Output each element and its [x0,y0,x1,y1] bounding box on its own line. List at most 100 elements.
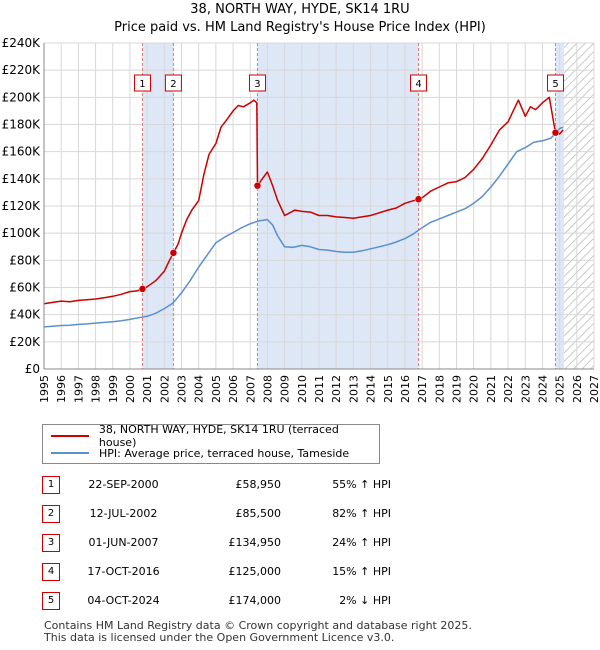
x-tick-label: 1997 [72,375,85,403]
x-tick-label: 1995 [38,375,51,403]
price-chart: 1 2 3 4 5 £0 £20K £40K £60K £80K £100K £120K £140K £1… [2,36,600,403]
transaction-badge-cell: 1 [42,470,66,499]
transaction-hpi: 24% ↑ HPI [332,536,391,549]
x-tick-label: 2023 [519,375,532,403]
transaction-marker [169,249,178,257]
transaction-label: 4 [415,79,421,90]
x-tick-label: 2001 [141,375,154,403]
y-tick-label: £180K [2,118,42,132]
x-tick-label: 2002 [158,375,171,403]
transaction-label-box [410,74,428,92]
transaction-label: 5 [552,79,558,90]
transaction-price: £58,950 [235,478,282,491]
transaction-price: £134,950 [228,536,282,549]
transaction-date: 12-JUL-2002 [89,507,158,520]
footer-copyright: Contains HM Land Registry data © Crown c… [44,619,472,632]
legend-item-hpi: HPI: Average price, terraced house, Tame… [51,445,349,461]
x-tick-label: 2004 [193,375,206,403]
x-tick-label: 2019 [451,375,464,403]
y-tick-label: £220K [2,63,42,77]
x-tick-label: 2003 [176,375,189,403]
transaction-label-box [248,74,266,92]
x-tick-label: 1998 [90,375,103,403]
transaction-badge: 4 [42,562,60,581]
y-tick-label: £80K [9,253,41,267]
hpi-line [43,126,564,328]
y-tick-label: £120K [2,199,42,213]
x-tick-label: 2005 [210,375,223,403]
transaction-date: 22-SEP-2000 [88,478,159,491]
transaction-price: £125,000 [228,565,282,578]
transaction-badge: 1 [42,475,60,494]
transaction-hpi: 55% ↑ HPI [332,478,391,491]
x-tick-label: 2017 [416,375,429,403]
chart-legend: 38, NORTH WAY, HYDE, SK14 1RU (terraced … [42,423,380,464]
transaction-label: 2 [170,79,176,90]
chart-title: 38, NORTH WAY, HYDE, SK14 1RU [190,2,410,17]
transaction-badge: 3 [42,533,60,552]
table-row: 3 01-JUN-2007 £134,950 24% ↑ HPI [42,528,391,557]
transaction-badge: 5 [42,591,60,610]
y-tick-label: £140K [2,172,42,186]
x-tick-label: 2020 [468,375,481,403]
transaction-marker [551,128,560,137]
y-tick-label: £100K [2,226,42,240]
property-price-line [43,96,564,305]
x-tick-label: 2021 [485,375,498,403]
x-tick-label: 2007 [244,375,257,403]
x-tick-label: 2010 [296,375,309,403]
x-tick-label: 2011 [313,375,326,403]
y-tick-label: £40K [9,308,41,322]
transaction-label: 3 [254,79,260,90]
transaction-hpi: 15% ↑ HPI [332,565,391,578]
legend-label-hpi: HPI: Average price, terraced house, Tame… [99,446,350,460]
y-tick-label: £20K [9,335,41,349]
footer: Contains HM Land Registry data © Crown c… [44,620,472,644]
transaction-marker [414,195,423,203]
x-tick-label: 2024 [536,375,549,403]
y-tick-label: £200K [2,90,42,104]
x-tick-label: 2022 [502,375,515,403]
transaction-price: £85,500 [235,507,282,520]
table-row: 4 17-OCT-2016 £125,000 15% ↑ HPI [42,557,391,586]
transaction-date: 04-OCT-2024 [87,594,160,607]
legend-item-property: 38, NORTH WAY, HYDE, SK14 1RU (terraced … [51,423,379,449]
x-tick-label: 2012 [330,375,343,403]
x-tick-label: 1999 [107,375,120,403]
transaction-label-box [164,74,182,92]
transaction-hpi: 2% ↓ HPI [339,594,391,607]
y-tick-label: £240K [2,36,42,50]
x-tick-label: 2013 [347,375,360,403]
transaction-price: £174,000 [228,594,282,607]
transaction-label-box [547,74,564,92]
x-tick-label: 2025 [554,375,567,403]
x-tick-label: 2015 [382,375,395,403]
table-row: 2 12-JUL-2002 £85,500 82% ↑ HPI [42,499,391,528]
legend-label-property: 38, NORTH WAY, HYDE, SK14 1RU (terraced … [98,423,339,449]
x-tick-label: 2014 [365,375,378,403]
legend-swatch-property [51,435,89,437]
x-tick-label: 2000 [124,375,137,403]
y-tick-label: £160K [2,145,42,159]
transactions-table: 1 22-SEP-2000 £58,950 55% ↑ HPI 2 12-JUL-2002… [42,470,391,615]
transaction-label: 1 [139,79,145,90]
x-tick-label: 2009 [279,375,292,403]
transaction-badge-cell: 4 [42,557,66,586]
transaction-marker [138,285,147,293]
transaction-badge: 2 [42,504,60,523]
transaction-badge-cell: 2 [42,499,66,528]
table-row: 1 22-SEP-2000 £58,950 55% ↑ HPI [42,470,391,499]
y-tick-label: £60K [9,281,41,295]
y-tick-label: £0 [25,362,40,376]
transaction-date: 17-OCT-2016 [87,565,160,578]
x-tick-label: 2006 [227,375,240,403]
x-tick-label: 1996 [55,375,68,403]
transaction-marker [253,181,262,190]
x-tick-label: 2008 [261,375,274,403]
chart-subtitle: Price paid vs. HM Land Registry's House … [114,20,486,35]
footer-licence: This data is licensed under the Open Gov… [44,631,395,644]
transaction-date: 01-JUN-2007 [88,536,159,549]
table-row: 5 04-OCT-2024 £174,000 2% ↓ HPI [42,586,391,615]
x-tick-label: 2016 [399,375,412,403]
transaction-hpi: 82% ↑ HPI [332,507,391,520]
